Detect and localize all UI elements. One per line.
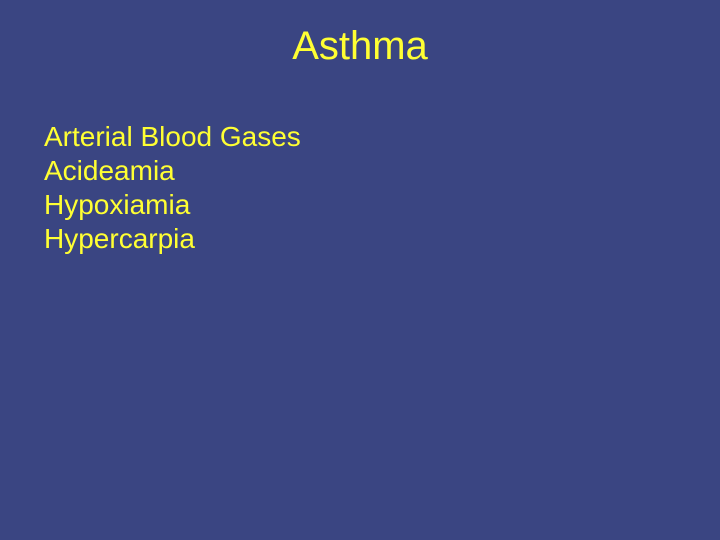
content-line: Hypercarpia: [44, 222, 301, 256]
slide-container: Asthma Arterial Blood Gases Acideamia Hy…: [0, 0, 720, 540]
content-line: Hypoxiamia: [44, 188, 301, 222]
slide-title: Asthma: [0, 24, 720, 69]
slide-content: Arterial Blood Gases Acideamia Hypoxiami…: [44, 120, 301, 257]
content-line: Arterial Blood Gases: [44, 120, 301, 154]
content-line: Acideamia: [44, 154, 301, 188]
